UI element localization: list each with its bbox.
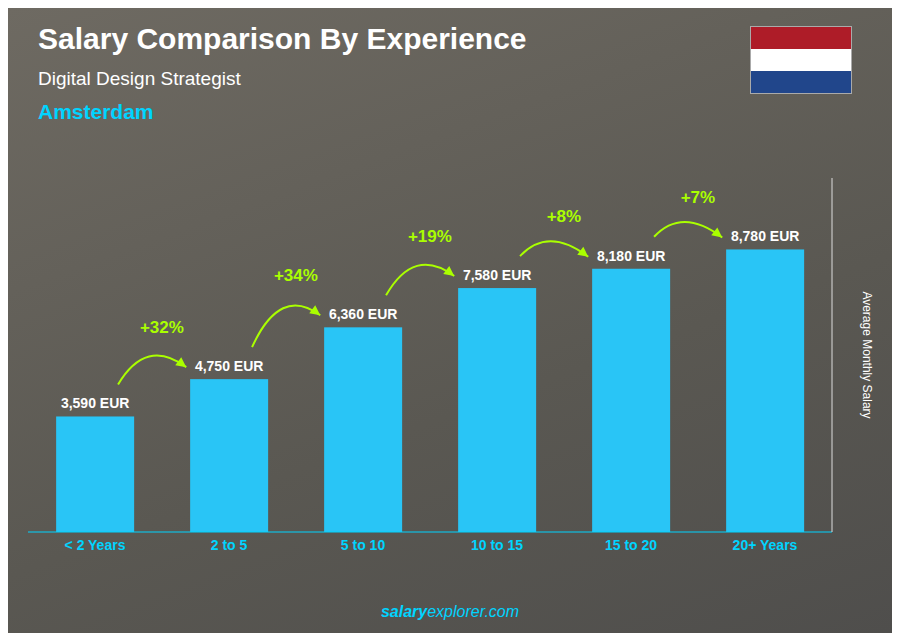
svg-text:+7%: +7%: [681, 188, 716, 207]
svg-text:+34%: +34%: [274, 266, 318, 285]
html-text:Amsterdam: Amsterdam: [38, 100, 154, 123]
svg-text:< 2 Years: < 2 Years: [65, 537, 126, 553]
svg-text:15 to 20: 15 to 20: [605, 537, 657, 553]
svg-text:+19%: +19%: [408, 227, 452, 246]
svg-text:8,780 EUR: 8,780 EUR: [731, 228, 799, 244]
svg-text:3,590 EUR: 3,590 EUR: [61, 395, 129, 411]
html-text:salary explorer.com: salary explorer.com: [380, 603, 520, 620]
svg-text:10 to 15: 10 to 15: [471, 537, 523, 553]
html-text:Digital Design Strategist: Digital Design Strategist: [38, 68, 241, 89]
svg-text:2 to 5: 2 to 5: [211, 537, 248, 553]
svg-text:7,580 EUR: 7,580 EUR: [463, 267, 531, 283]
svg-text:8,180 EUR: 8,180 EUR: [597, 248, 665, 264]
svg-text:20+ Years: 20+ Years: [733, 537, 798, 553]
svg-text:4,750 EUR: 4,750 EUR: [195, 358, 263, 374]
svg-text:+8%: +8%: [547, 207, 582, 226]
svg-text:Average Monthly Salary: Average Monthly Salary: [860, 291, 874, 418]
svg-text:+32%: +32%: [140, 318, 184, 337]
svg-text:5 to 10: 5 to 10: [341, 537, 386, 553]
svg-text:6,360 EUR: 6,360 EUR: [329, 306, 397, 322]
html-text:Salary Comparison By Experienc: Salary Comparison By Experience: [38, 22, 527, 55]
